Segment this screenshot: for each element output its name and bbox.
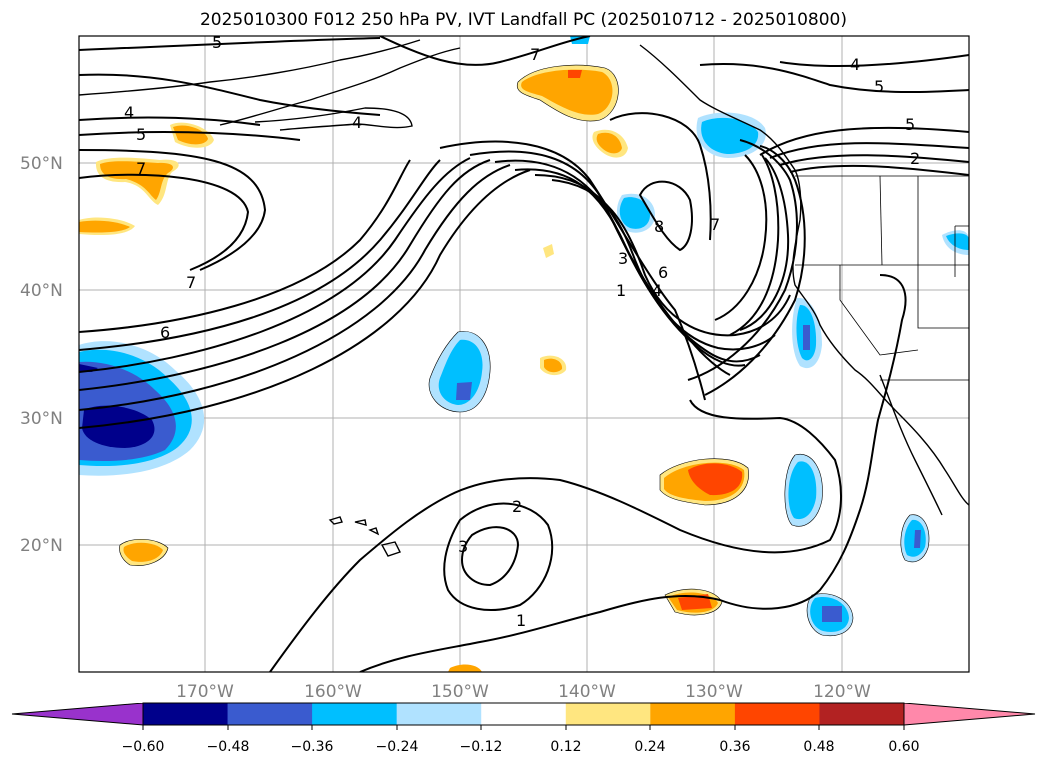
colorbar-cell xyxy=(143,703,229,725)
contour-label: 7 xyxy=(186,273,196,292)
colorbar-tick-label: 0.60 xyxy=(888,739,919,755)
contour-label: 7 xyxy=(530,45,540,64)
lat-label: 40°N xyxy=(20,281,63,301)
colorbar-cell xyxy=(734,703,820,725)
colorbar-cell xyxy=(227,703,313,725)
colorbar-cell xyxy=(565,703,651,725)
lon-label: 130°W xyxy=(685,682,743,702)
contour-labels: 5 7 4 5 4 7 6 4 5 5 2 8 7 3 6 1 4 7 2 3 … xyxy=(124,33,920,630)
colorbar-tick-label: −0.48 xyxy=(207,739,250,755)
contour-label: 3 xyxy=(458,537,468,556)
contour-label: 6 xyxy=(658,263,668,282)
contour-label: 1 xyxy=(616,281,626,300)
map-content: 5 7 4 5 4 7 6 4 5 5 2 8 7 3 6 1 4 7 2 3 … xyxy=(79,33,969,672)
colorbar-cell xyxy=(481,703,567,725)
colorbar-extend-high xyxy=(904,703,1035,725)
colorbar-cell xyxy=(396,703,482,725)
political-borders xyxy=(795,175,969,381)
colorbar-cell xyxy=(819,703,905,725)
gridlines xyxy=(79,36,969,672)
contour-label: 3 xyxy=(618,249,628,268)
contour-label: 5 xyxy=(136,125,146,144)
contour-label: 8 xyxy=(654,217,664,236)
contour-label: 4 xyxy=(124,103,134,122)
lon-label: 120°W xyxy=(813,682,871,702)
contour-label: 7 xyxy=(136,159,146,178)
colorbar-tick-label: 0.36 xyxy=(719,739,750,755)
colorbar-ticks: −0.60 −0.48 −0.36 −0.24 −0.12 0.12 0.24 … xyxy=(122,739,920,755)
contour-label: 7 xyxy=(710,215,720,234)
shading-outlines xyxy=(119,64,930,637)
colorbar-tick-label: −0.60 xyxy=(122,739,165,755)
lon-label: 170°W xyxy=(176,682,234,702)
map-border xyxy=(78,35,970,673)
map-title: 2025010300 F012 250 hPa PV, IVT Landfall… xyxy=(199,10,847,30)
colorbar-tick-label: −0.24 xyxy=(376,739,419,755)
colorbar-extend-low xyxy=(12,703,143,725)
contour-label: 4 xyxy=(850,55,860,74)
contour-label: 5 xyxy=(905,115,915,134)
pv-contours xyxy=(79,36,969,672)
contour-label: 5 xyxy=(874,77,884,96)
colorbar-tick-label: −0.12 xyxy=(460,739,503,755)
lon-label: 160°W xyxy=(304,682,362,702)
colorbar-cells xyxy=(12,703,1035,725)
colorbar-tick-label: 0.48 xyxy=(803,739,834,755)
coastlines xyxy=(79,39,969,516)
shaded-anomalies xyxy=(79,36,969,672)
map-area xyxy=(79,36,969,672)
hawaii-islands xyxy=(328,516,401,557)
contour-label: 4 xyxy=(352,113,362,132)
contour-label: 5 xyxy=(212,33,222,52)
latitude-labels: 50°N 40°N 30°N 20°N xyxy=(20,154,63,556)
lat-label: 50°N xyxy=(20,154,63,174)
colorbar-tick-label: 0.24 xyxy=(634,739,665,755)
lat-label: 30°N xyxy=(20,409,63,429)
contour-label: 2 xyxy=(512,497,522,516)
colorbar-tick-label: 0.12 xyxy=(550,739,581,755)
colorbar: −0.60 −0.48 −0.36 −0.24 −0.12 0.12 0.24 … xyxy=(11,702,1036,755)
colorbar-cell xyxy=(650,703,736,725)
longitude-labels: 170°W 160°W 150°W 140°W 130°W 120°W xyxy=(176,682,871,702)
contour-label: 2 xyxy=(910,149,920,168)
colorbar-tick-label: −0.36 xyxy=(291,739,334,755)
lon-label: 150°W xyxy=(431,682,489,702)
contour-label: 1 xyxy=(516,611,526,630)
contour-label: 4 xyxy=(652,281,662,300)
lon-label: 140°W xyxy=(558,682,616,702)
contour-label: 6 xyxy=(160,323,170,342)
lat-label: 20°N xyxy=(20,536,63,556)
colorbar-cell xyxy=(312,703,398,725)
